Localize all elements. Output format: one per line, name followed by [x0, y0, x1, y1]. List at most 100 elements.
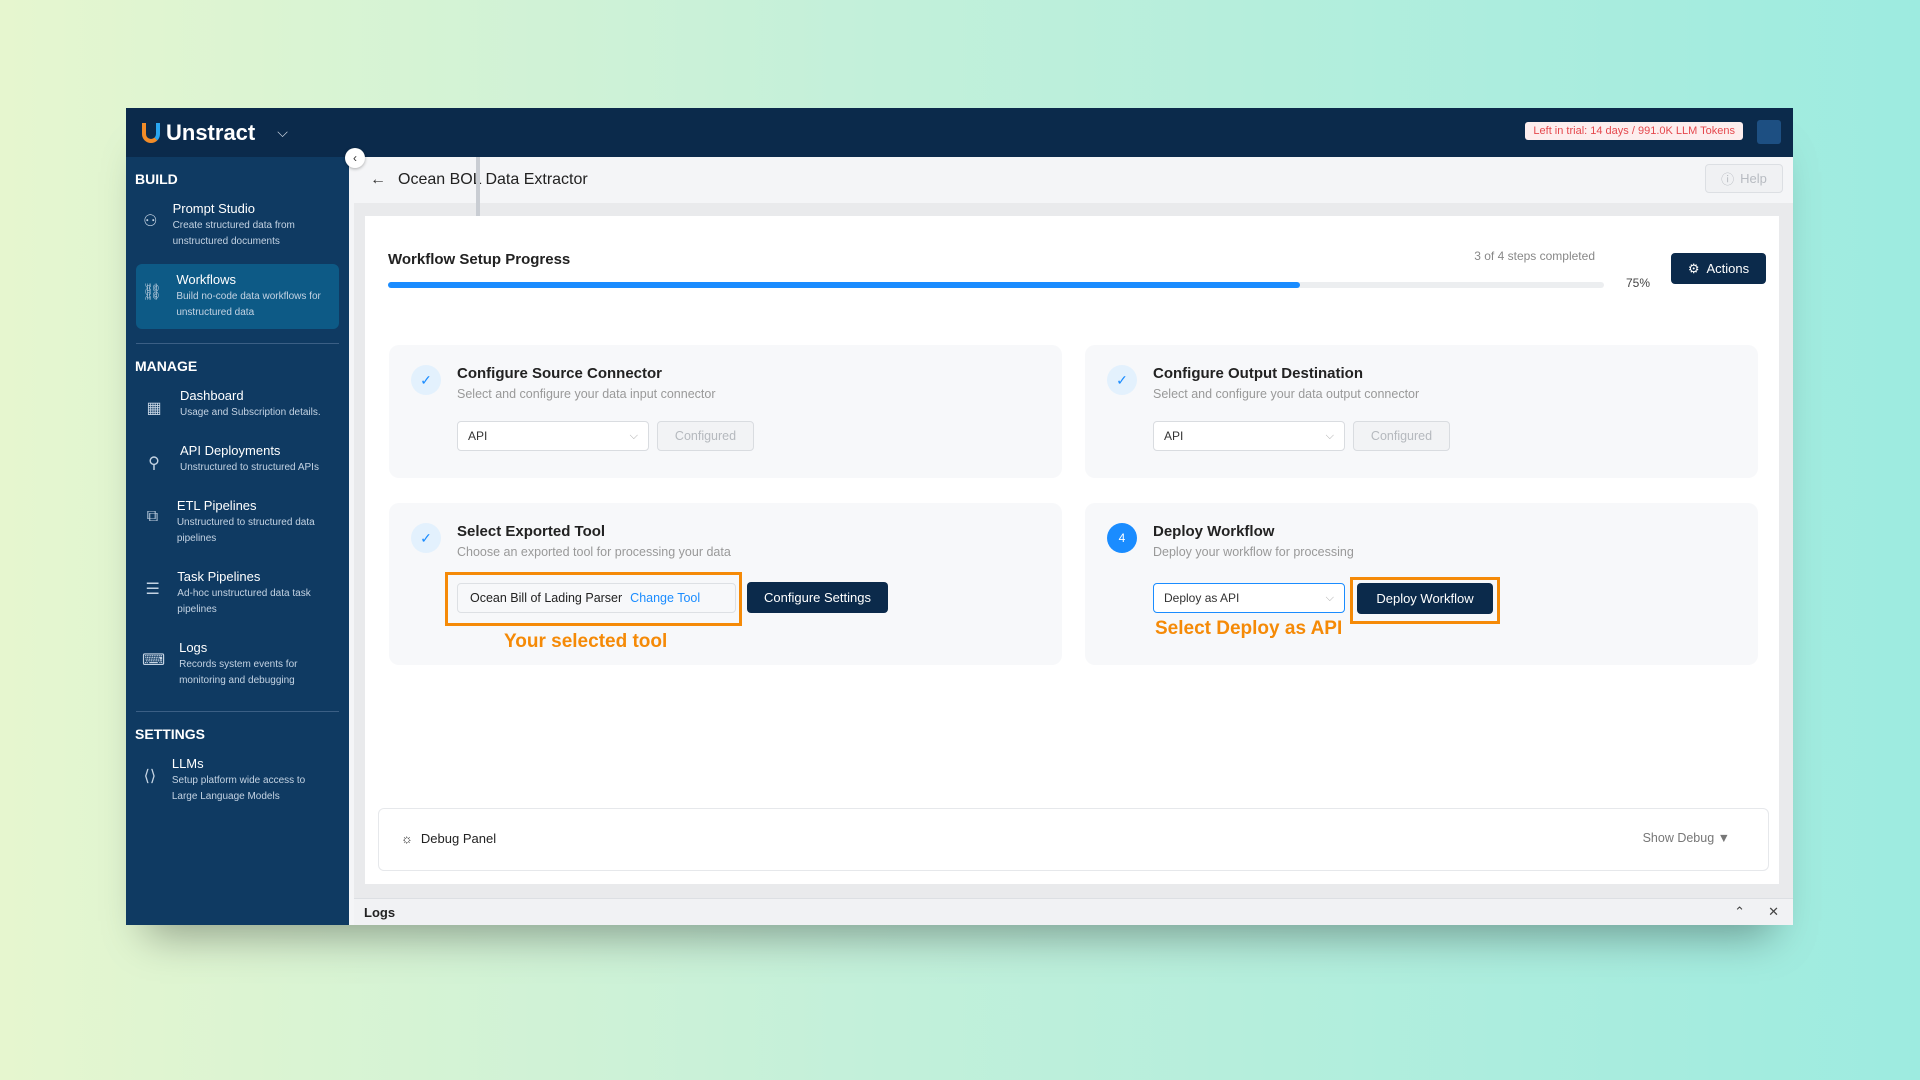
chevron-down-icon: ⌵ [629, 429, 638, 442]
item-desc: Unstructured to structured APIs [180, 462, 319, 473]
steps-completed: 3 of 4 steps completed [1474, 249, 1595, 263]
deploy-type-select[interactable]: Deploy as API ⌵ [1153, 583, 1345, 613]
logo[interactable]: Unstract ⌵ [142, 120, 288, 146]
collapse-sidebar-button[interactable]: ‹ [345, 148, 365, 168]
progress-bar [388, 282, 1604, 288]
progress-percent: 75% [1626, 276, 1651, 290]
item-desc: Unstructured to structured data pipeline… [176, 517, 315, 544]
item-desc: Build no-code data workflows for unstruc… [176, 291, 321, 318]
check-icon: ✓ [1107, 365, 1137, 395]
llm-icon: ⟨⟩ [143, 768, 157, 785]
terminal-icon: ⌨ [142, 652, 166, 669]
sidebar-item-llms[interactable]: ⟨⟩ LLMs Setup platform wide access to Larg… [136, 748, 339, 813]
progress-fill [388, 282, 1300, 288]
app-name: Unstract [166, 119, 256, 145]
sidebar-item-prompt-studio[interactable]: ⚇ Prompt Studio Create structured data fro… [136, 193, 339, 258]
show-debug-toggle[interactable]: Show Debug ▼ [1642, 831, 1730, 845]
source-select[interactable]: API ⌵ [457, 421, 649, 451]
back-arrow-icon[interactable]: ← [370, 171, 386, 188]
debug-label: Debug Panel [420, 831, 497, 846]
card-source-connector: ✓ Configure Source Connector Select and … [389, 345, 1062, 478]
logo-icon [142, 122, 160, 143]
top-bar: Unstract ⌵ Left in trial: 14 days / 991.0… [126, 108, 1793, 157]
bug-icon: ☼ [401, 831, 413, 846]
select-value: Deploy as API [1164, 591, 1240, 605]
sidebar-item-api-deployments[interactable]: ⚲ API Deployments Unstructured to structur… [136, 435, 339, 484]
item-label: Workflows [176, 272, 237, 287]
etl-icon: ⧉ [146, 508, 159, 525]
card-output-destination: ✓ Configure Output Destination Select an… [1085, 345, 1758, 478]
page-title: Ocean BOL Data Extractor [398, 171, 588, 188]
select-value: API [468, 429, 488, 443]
close-icon[interactable]: ✕ [1768, 904, 1779, 919]
workflow-panel: Workflow Setup Progress 3 of 4 steps com… [365, 216, 1779, 884]
section-settings: SETTINGS [135, 726, 206, 742]
chevron-up-icon[interactable]: ⌃ [1734, 904, 1745, 919]
sidebar-item-logs[interactable]: ⌨ Logs Records system events for monitorin… [136, 632, 339, 697]
progress-title: Workflow Setup Progress [388, 251, 571, 268]
prompt-studio-icon: ⚇ [143, 213, 158, 230]
card-desc: Choose an exported tool for processing y… [457, 545, 731, 559]
select-value: API [1164, 429, 1184, 443]
card-title: Configure Output Destination [1153, 365, 1363, 382]
configure-settings-button[interactable]: Configure Settings [747, 582, 888, 613]
deploy-workflow-button[interactable]: Deploy Workflow [1357, 583, 1493, 614]
sidebar: BUILD ⚇ Prompt Studio Create structured da… [126, 157, 349, 925]
card-title: Configure Source Connector [457, 365, 663, 382]
sidebar-item-etl-pipelines[interactable]: ⧉ ETL Pipelines Unstructured to structured… [136, 490, 339, 555]
content-header: ← Ocean BOL Data Extractor ⓘ Help [354, 157, 1793, 203]
avatar[interactable] [1757, 120, 1781, 144]
card-exported-tool: ✓ Select Exported Tool Choose an exporte… [389, 503, 1062, 665]
item-label: LLMs [171, 756, 204, 771]
item-label: API Deployments [180, 443, 281, 458]
trial-badge: Left in trial: 14 days / 991.0K LLM Toke… [1525, 122, 1743, 140]
highlight-box [445, 572, 742, 626]
api-icon: ⚲ [148, 455, 160, 472]
item-desc: Ad-hoc unstructured data task pipelines [177, 588, 311, 615]
logs-label: Logs [364, 904, 396, 920]
divider [136, 711, 339, 712]
help-button[interactable]: ⓘ Help [1705, 164, 1783, 193]
sidebar-item-dashboard[interactable]: ▦ Dashboard Usage and Subscription details… [136, 380, 339, 429]
check-icon: ✓ [411, 365, 441, 395]
item-desc: Setup platform wide access to Large Lang… [171, 775, 306, 802]
task-icon: ☰ [145, 581, 160, 598]
card-desc: Deploy your workflow for processing [1153, 545, 1354, 559]
item-label: Prompt Studio [172, 201, 255, 216]
item-desc: Create structured data from unstructured… [172, 220, 295, 247]
card-title: Select Exported Tool [457, 523, 606, 540]
chevron-down-icon: ⌵ [1325, 591, 1334, 604]
help-label: Help [1740, 171, 1767, 186]
gear-icon: ⚙ [1687, 260, 1700, 276]
actions-button[interactable]: ⚙ Actions [1671, 253, 1766, 284]
item-label: ETL Pipelines [176, 498, 257, 513]
sidebar-item-workflows[interactable]: ⛓ Workflows Build no-code data workflows f… [136, 264, 339, 329]
configured-button[interactable]: Configured [1353, 421, 1450, 451]
chevron-down-icon[interactable]: ⌵ [277, 124, 288, 140]
selected-tool: Ocean Bill of Lading Parser Change Tool [457, 583, 736, 613]
item-label: Dashboard [180, 388, 244, 403]
sidebar-item-task-pipelines[interactable]: ☰ Task Pipelines Ad-hoc unstructured data … [136, 561, 339, 626]
change-tool-link[interactable]: Change Tool [630, 591, 701, 605]
section-build: BUILD [135, 171, 178, 187]
section-manage: MANAGE [135, 358, 198, 374]
dashboard-icon: ▦ [146, 400, 162, 417]
configured-button[interactable]: Configured [657, 421, 754, 451]
step-number: 4 [1107, 523, 1137, 553]
help-icon: ⓘ [1721, 172, 1735, 187]
item-label: Logs [179, 640, 208, 655]
actions-label: Actions [1706, 261, 1750, 276]
tool-name: Ocean Bill of Lading Parser [470, 591, 623, 605]
item-desc: Usage and Subscription details. [180, 407, 321, 418]
item-desc: Records system events for monitoring and… [179, 659, 298, 686]
annotation-selected-tool: Your selected tool [504, 631, 668, 652]
card-deploy-workflow: 4 Deploy Workflow Deploy your workflow f… [1085, 503, 1758, 665]
annotation-deploy-api: Select Deploy as API [1155, 618, 1343, 639]
destination-select[interactable]: API ⌵ [1153, 421, 1345, 451]
card-desc: Select and configure your data input con… [457, 387, 716, 401]
card-title: Deploy Workflow [1153, 523, 1275, 540]
workflow-icon: ⛓ [142, 284, 163, 301]
highlight-box [1350, 577, 1500, 624]
item-label: Task Pipelines [177, 569, 261, 584]
check-icon: ✓ [411, 523, 441, 553]
